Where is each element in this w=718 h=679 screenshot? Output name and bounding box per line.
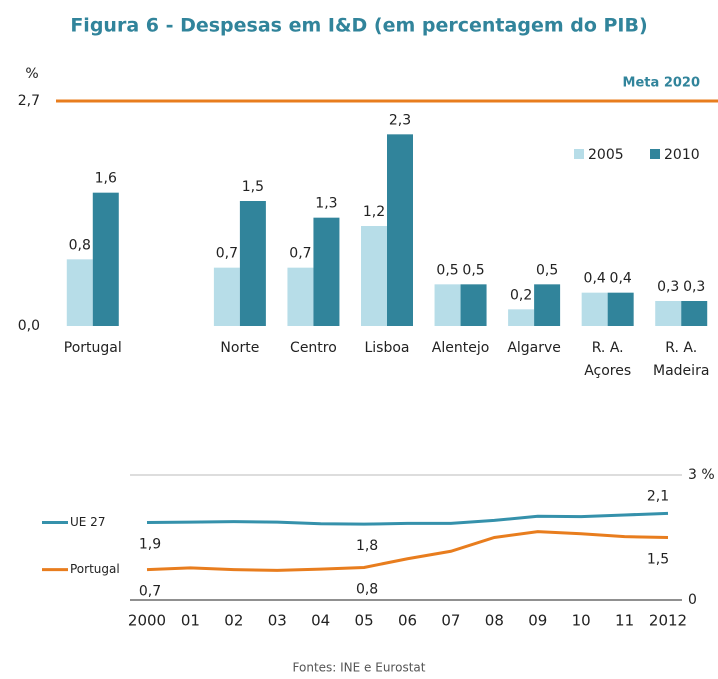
bar [681,301,708,326]
data-label: 1,8 [356,538,378,554]
data-label: 0,4 [584,271,606,287]
data-label: 0,8 [356,582,378,598]
x-tick-label: 08 [485,612,504,630]
x-tick-label: Centro [290,340,337,356]
x-tick-label: 2000 [128,612,166,630]
bar [534,284,561,326]
data-label: 1,3 [315,196,337,212]
x-tick-label: Algarve [507,340,561,356]
data-label: 0,2 [510,287,532,303]
bar [607,292,634,326]
source: Fontes: INE e Eurostat [293,661,426,675]
bar [66,259,93,326]
bar [239,201,266,326]
bar [434,284,461,326]
data-label: 0,5 [536,262,558,278]
legend-swatch [574,149,584,159]
bar [460,284,487,326]
data-label: 2,3 [389,112,411,128]
line [146,530,669,572]
line [146,511,669,526]
x-tick-label: Alentejo [432,340,490,356]
target-label: Meta 2020 [623,76,700,91]
x-tick-label: R. A. Madeira [653,340,709,379]
x-tick-label: 03 [268,612,287,630]
data-label: 0,5 [436,262,458,278]
bar [387,134,413,326]
legend-label: 2005 [588,147,624,163]
data-label: 2,1 [647,488,669,504]
bar [92,192,119,326]
data-label: 1,6 [95,171,117,187]
y-axis-label: % [25,66,38,82]
x-tick-label: Norte [220,340,259,356]
data-label: 0,7 [139,584,161,600]
title: Figura 6 - Despesas em I&D (em percentag… [70,15,647,37]
x-tick-label: 09 [528,612,547,630]
y-tick-label: 3 % [688,467,715,483]
y-tick-label: 2,7 [18,93,40,109]
data-label: 0,5 [462,262,484,278]
data-label: 0,8 [69,237,91,253]
bar [581,292,608,326]
data-label: 1,5 [242,179,264,195]
data-label: 1,2 [363,204,385,220]
x-tick-label: 06 [398,612,417,630]
x-tick-label: 10 [572,612,591,630]
bar [213,267,240,326]
bar [655,301,682,326]
x-tick-label: 05 [355,612,374,630]
legend-label: 2010 [664,147,700,163]
x-tick-label: Lisboa [364,340,409,356]
bar [508,309,535,326]
data-label: 0,7 [216,246,238,262]
data-label: 0,7 [289,246,311,262]
data-label: 0,4 [610,271,632,287]
data-label: 1,9 [139,537,161,553]
y-tick-label: 0 [688,592,697,608]
x-tick-label: 07 [441,612,460,630]
bar [313,217,340,326]
x-tick-label: 2012 [649,612,687,630]
legend-label: UE 27 [70,515,105,529]
x-tick-label: R. A. Açores [584,340,631,379]
data-label: 0,3 [683,279,705,295]
x-tick-label: 02 [224,612,243,630]
legend-label: Portugal [70,562,120,576]
x-tick-label: 11 [615,612,634,630]
legend-swatch [650,149,660,159]
x-tick-label: 04 [311,612,330,630]
x-tick-label: 01 [181,612,200,630]
bar [287,267,314,326]
data-label: 1,5 [647,552,669,568]
bar [361,226,387,326]
x-tick-label: Portugal [64,340,122,356]
y-tick-label: 0,0 [18,318,40,334]
data-label: 0,3 [657,279,679,295]
